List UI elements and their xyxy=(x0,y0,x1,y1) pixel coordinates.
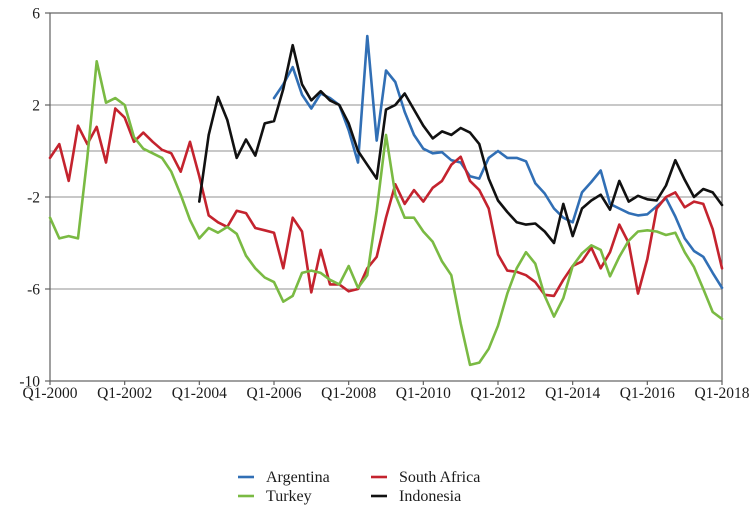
series-line-south-africa xyxy=(48,107,724,298)
legend-label: Indonesia xyxy=(399,488,461,505)
legend-label: Argentina xyxy=(266,469,330,486)
series-line-argentina xyxy=(272,34,724,290)
legend-item-south-africa: South Africa xyxy=(371,469,480,486)
series-line-turkey xyxy=(48,59,724,367)
x-axis-label: Q1-2008 xyxy=(321,385,376,402)
legend-label: South Africa xyxy=(399,469,480,486)
legend-label: Turkey xyxy=(266,488,312,505)
y-axis-label: -10 xyxy=(19,373,40,390)
series-line-indonesia xyxy=(198,43,724,245)
x-axis-label: Q1-2014 xyxy=(545,385,600,402)
x-axis-label: Q1-2002 xyxy=(97,385,152,402)
x-axis-label: Q1-2004 xyxy=(172,385,227,402)
x-axis-label: Q1-2012 xyxy=(470,385,525,402)
x-axis-label: Q1-2006 xyxy=(246,385,301,402)
x-axis-label: Q1-2018 xyxy=(694,385,749,402)
x-axis-label: Q1-2010 xyxy=(396,385,451,402)
legend-item-turkey: Turkey xyxy=(238,488,312,505)
x-axis-label: Q1-2000 xyxy=(22,385,77,402)
y-axis-label: -2 xyxy=(27,189,40,206)
y-axis-label: -6 xyxy=(27,281,40,298)
legend-item-indonesia: Indonesia xyxy=(371,488,461,505)
y-axis-label: 2 xyxy=(32,97,40,114)
x-axis-label: Q1-2016 xyxy=(620,385,675,402)
y-axis-label: 6 xyxy=(32,5,40,22)
legend-item-argentina: Argentina xyxy=(238,469,330,486)
